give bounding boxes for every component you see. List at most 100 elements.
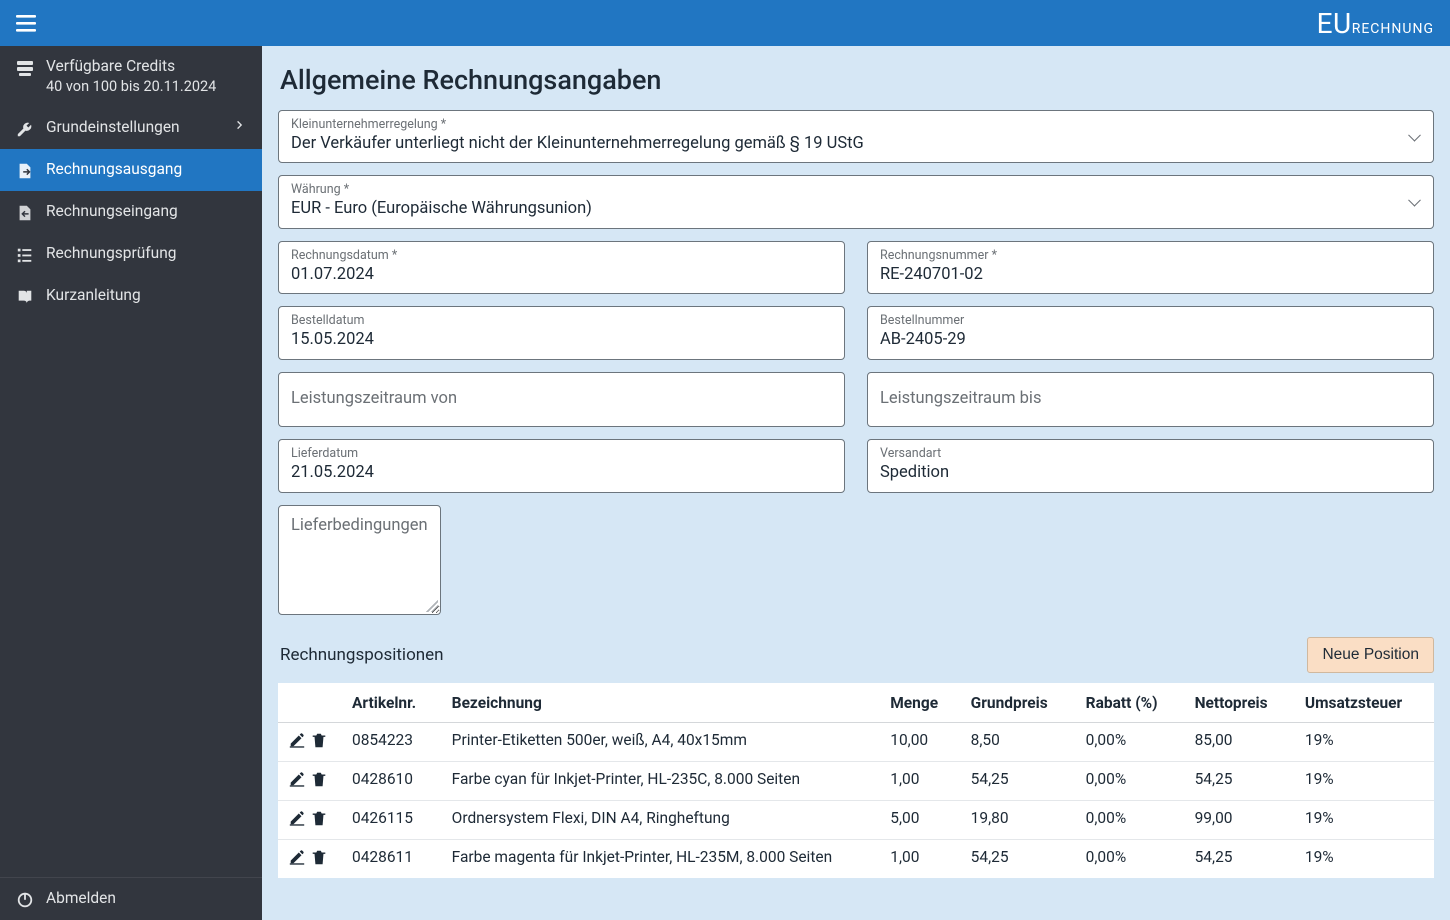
sidebar-item-label: Rechnungsausgang <box>46 159 246 179</box>
credits-title: Verfügbare Credits <box>46 57 175 75</box>
cell-menge: 1,00 <box>880 762 960 801</box>
sidebar-logout[interactable]: Abmelden <box>0 878 262 920</box>
period-to-field[interactable]: Leistungszeitraum bis <box>867 372 1434 427</box>
sidebar-item-outgoing[interactable]: Rechnungsausgang <box>0 149 262 191</box>
col-bez: Bezeichnung <box>442 683 881 723</box>
brand-logo: EURECHNUNG <box>1317 7 1434 40</box>
checklist-icon <box>16 245 34 265</box>
sidebar-item-label: Grundeinstellungen <box>46 117 222 137</box>
sidebar-item-label: Rechnungsprüfung <box>46 243 246 263</box>
cell-rabatt: 0,00% <box>1076 840 1185 879</box>
delivery-date-field[interactable]: Lieferdatum <box>278 439 845 492</box>
cell-menge: 5,00 <box>880 801 960 840</box>
cell-artnr: 0426115 <box>342 801 442 840</box>
period-from-field[interactable]: Leistungszeitraum von <box>278 372 845 427</box>
invoice-date-field[interactable]: Rechnungsdatum * <box>278 241 845 294</box>
edit-row-button[interactable] <box>288 731 306 749</box>
shipping-method-field[interactable]: Versandart <box>867 439 1434 492</box>
delivery-date-input[interactable] <box>291 461 832 483</box>
cell-grundpreis: 8,50 <box>961 723 1076 762</box>
logout-label: Abmelden <box>46 888 246 908</box>
sidebar-item-check[interactable]: Rechnungsprüfung <box>0 233 262 275</box>
cell-bez: Printer-Etiketten 500er, weiß, A4, 40x15… <box>442 723 881 762</box>
table-row: 0854223Printer-Etiketten 500er, weiß, A4… <box>278 723 1434 762</box>
cell-ust: 19% <box>1295 723 1434 762</box>
delete-row-button[interactable] <box>310 809 328 827</box>
delete-row-button[interactable] <box>310 770 328 788</box>
cell-artnr: 0428610 <box>342 762 442 801</box>
positions-table: Artikelnr. Bezeichnung Menge Grundpreis … <box>278 683 1434 879</box>
order-number-field[interactable]: Bestellnummer <box>867 306 1434 359</box>
order-date-field[interactable]: Bestelldatum <box>278 306 845 359</box>
invoice-number-field[interactable]: Rechnungsnummer * <box>867 241 1434 294</box>
file-out-icon <box>16 161 34 181</box>
power-icon <box>16 890 34 910</box>
invoice-number-input[interactable] <box>880 263 1421 285</box>
invoice-date-label: Rechnungsdatum * <box>291 248 832 263</box>
cell-grundpreis: 19,80 <box>961 801 1076 840</box>
cell-netto: 54,25 <box>1185 762 1295 801</box>
sidebar-credits[interactable]: Verfügbare Credits 40 von 100 bis 20.11.… <box>0 46 262 107</box>
delete-row-button[interactable] <box>310 848 328 866</box>
delivery-terms-placeholder: Lieferbedingungen <box>291 516 428 535</box>
delivery-date-label: Lieferdatum <box>291 446 832 461</box>
credits-subtitle: 40 von 100 bis 20.11.2024 <box>46 76 246 97</box>
table-row: 0428611Farbe magenta für Inkjet-Printer,… <box>278 840 1434 879</box>
invoice-number-label: Rechnungsnummer * <box>880 248 1421 263</box>
new-position-button[interactable]: Neue Position <box>1307 637 1434 673</box>
cell-rabatt: 0,00% <box>1076 723 1185 762</box>
cell-bez: Farbe magenta für Inkjet-Printer, HL-235… <box>442 840 881 879</box>
credits-icon <box>16 58 34 78</box>
delete-row-button[interactable] <box>310 731 328 749</box>
sidebar-item-label: Rechnungseingang <box>46 201 246 221</box>
kleinunternehmer-label: Kleinunternehmerregelung * <box>291 117 1421 132</box>
period-from-placeholder: Leistungszeitraum von <box>291 379 832 418</box>
edit-row-button[interactable] <box>288 809 306 827</box>
cell-menge: 1,00 <box>880 840 960 879</box>
currency-value: EUR - Euro (Europäische Währungsunion) <box>291 197 1421 219</box>
cell-grundpreis: 54,25 <box>961 840 1076 879</box>
order-date-input[interactable] <box>291 328 832 350</box>
invoice-date-input[interactable] <box>291 263 832 285</box>
cell-ust: 19% <box>1295 801 1434 840</box>
kleinunternehmer-select[interactable]: Kleinunternehmerregelung * Der Verkäufer… <box>278 110 1434 163</box>
topbar: EURECHNUNG <box>0 0 1450 46</box>
col-ust: Umsatzsteuer <box>1295 683 1434 723</box>
cell-bez: Ordnersystem Flexi, DIN A4, Ringheftung <box>442 801 881 840</box>
col-menge: Menge <box>880 683 960 723</box>
edit-row-button[interactable] <box>288 848 306 866</box>
cell-netto: 99,00 <box>1185 801 1295 840</box>
order-number-input[interactable] <box>880 328 1421 350</box>
table-row: 0428610Farbe cyan für Inkjet-Printer, HL… <box>278 762 1434 801</box>
cell-rabatt: 0,00% <box>1076 801 1185 840</box>
sidebar-item-label: Kurzanleitung <box>46 285 246 305</box>
menu-toggle-button[interactable] <box>16 14 36 32</box>
shipping-method-label: Versandart <box>880 446 1421 461</box>
order-number-label: Bestellnummer <box>880 313 1421 328</box>
wrench-icon <box>16 119 34 139</box>
sidebar-item-settings[interactable]: Grundeinstellungen <box>0 107 262 149</box>
delivery-terms-field[interactable]: Lieferbedingungen <box>278 505 441 615</box>
cell-rabatt: 0,00% <box>1076 762 1185 801</box>
col-netto: Nettopreis <box>1185 683 1295 723</box>
cell-artnr: 0428611 <box>342 840 442 879</box>
col-actions <box>278 683 342 723</box>
col-rabatt: Rabatt (%) <box>1076 683 1185 723</box>
period-to-placeholder: Leistungszeitraum bis <box>880 379 1421 418</box>
cell-bez: Farbe cyan für Inkjet-Printer, HL-235C, … <box>442 762 881 801</box>
page-title: Allgemeine Rechnungsangaben <box>280 64 1434 96</box>
cell-menge: 10,00 <box>880 723 960 762</box>
sidebar-item-guide[interactable]: Kurzanleitung <box>0 275 262 317</box>
table-row: 0426115Ordnersystem Flexi, DIN A4, Ringh… <box>278 801 1434 840</box>
edit-row-button[interactable] <box>288 770 306 788</box>
currency-select[interactable]: Währung * EUR - Euro (Europäische Währun… <box>278 175 1434 228</box>
positions-table-wrap: Artikelnr. Bezeichnung Menge Grundpreis … <box>278 683 1434 879</box>
order-date-label: Bestelldatum <box>291 313 832 328</box>
chevron-right-icon <box>234 117 246 138</box>
sidebar-item-incoming[interactable]: Rechnungseingang <box>0 191 262 233</box>
book-icon <box>16 287 34 307</box>
shipping-method-input[interactable] <box>880 461 1421 483</box>
brand-rest: RECHNUNG <box>1352 21 1434 37</box>
cell-grundpreis: 54,25 <box>961 762 1076 801</box>
sidebar: Verfügbare Credits 40 von 100 bis 20.11.… <box>0 46 262 920</box>
